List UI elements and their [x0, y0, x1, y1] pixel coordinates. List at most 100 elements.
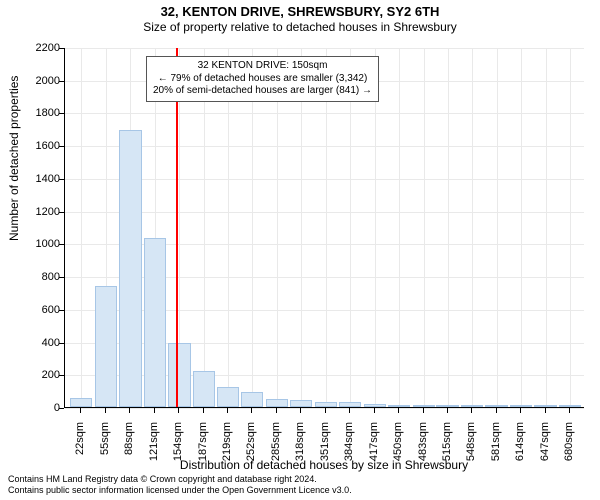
- gridline-vertical: [350, 48, 351, 407]
- xtick-label: 483sqm: [417, 422, 429, 462]
- gridline-horizontal: [65, 212, 584, 213]
- histogram-bar: [119, 130, 141, 407]
- xtick-mark: [520, 408, 521, 413]
- xtick-label: 219sqm: [221, 422, 233, 462]
- xtick-label: 121sqm: [148, 422, 160, 462]
- xtick-label: 614sqm: [514, 422, 526, 462]
- histogram-bar: [534, 405, 556, 407]
- xtick-label: 252sqm: [245, 422, 257, 462]
- histogram-bar: [364, 404, 386, 407]
- ytick-label: 1800: [10, 107, 60, 119]
- xtick-mark: [447, 408, 448, 413]
- gridline-vertical: [448, 48, 449, 407]
- gridline-vertical: [252, 48, 253, 407]
- xtick-mark: [569, 408, 570, 413]
- histogram-bar: [193, 371, 215, 407]
- ytick-label: 1400: [10, 173, 60, 185]
- histogram-bar: [70, 398, 92, 407]
- plot-area: [64, 48, 584, 408]
- xtick-label: 384sqm: [343, 422, 355, 462]
- gridline-vertical: [424, 48, 425, 407]
- ytick-label: 200: [10, 369, 60, 381]
- annotation-line: ← 79% of detached houses are smaller (3,…: [153, 73, 372, 86]
- xtick-label: 318sqm: [294, 422, 306, 462]
- gridline-vertical: [570, 48, 571, 407]
- histogram-bar: [95, 286, 117, 407]
- xtick-mark: [203, 408, 204, 413]
- gridline-horizontal: [65, 48, 584, 49]
- xtick-label: 515sqm: [441, 422, 453, 462]
- xtick-label: 22sqm: [74, 422, 86, 462]
- xtick-label: 450sqm: [392, 422, 404, 462]
- xtick-mark: [227, 408, 228, 413]
- footer: Contains HM Land Registry data © Crown c…: [8, 474, 352, 497]
- xtick-mark: [178, 408, 179, 413]
- histogram-bar: [559, 405, 581, 407]
- gridline-vertical: [204, 48, 205, 407]
- ytick-label: 1000: [10, 238, 60, 250]
- xtick-mark: [105, 408, 106, 413]
- gridline-vertical: [399, 48, 400, 407]
- xtick-mark: [129, 408, 130, 413]
- ytick-label: 1600: [10, 140, 60, 152]
- gridline-vertical: [228, 48, 229, 407]
- xtick-mark: [496, 408, 497, 413]
- xtick-mark: [423, 408, 424, 413]
- xtick-label: 88sqm: [123, 422, 135, 462]
- footer-line: Contains HM Land Registry data © Crown c…: [8, 474, 352, 485]
- histogram-bar: [436, 405, 458, 407]
- annotation-line: 32 KENTON DRIVE: 150sqm: [153, 60, 372, 73]
- xtick-label: 154sqm: [172, 422, 184, 462]
- xtick-mark: [276, 408, 277, 413]
- xtick-label: 581sqm: [490, 422, 502, 462]
- histogram-bar: [217, 387, 239, 407]
- xtick-mark: [251, 408, 252, 413]
- xtick-mark: [325, 408, 326, 413]
- xtick-label: 55sqm: [99, 422, 111, 462]
- histogram-bar: [168, 343, 190, 407]
- xtick-mark: [154, 408, 155, 413]
- ytick-label: 800: [10, 271, 60, 283]
- histogram-bar: [266, 399, 288, 407]
- xtick-label: 548sqm: [465, 422, 477, 462]
- gridline-vertical: [301, 48, 302, 407]
- ytick-label: 1200: [10, 206, 60, 218]
- xtick-mark: [471, 408, 472, 413]
- xtick-mark: [374, 408, 375, 413]
- histogram-bar: [461, 405, 483, 407]
- xtick-label: 187sqm: [197, 422, 209, 462]
- gridline-horizontal: [65, 179, 584, 180]
- histogram-bar: [485, 405, 507, 407]
- histogram-bar: [413, 405, 435, 407]
- xtick-label: 285sqm: [270, 422, 282, 462]
- histogram-bar: [144, 238, 166, 407]
- xtick-mark: [545, 408, 546, 413]
- histogram-bar: [290, 400, 312, 407]
- ytick-label: 0: [10, 402, 60, 414]
- chart-container: { "header": { "title": "32, KENTON DRIVE…: [0, 0, 600, 500]
- gridline-horizontal: [65, 146, 584, 147]
- xtick-mark: [300, 408, 301, 413]
- chart-title: 32, KENTON DRIVE, SHREWSBURY, SY2 6TH: [0, 0, 600, 20]
- footer-line: Contains public sector information licen…: [8, 485, 352, 496]
- histogram-bar: [339, 402, 361, 407]
- annotation-line: 20% of semi-detached houses are larger (…: [153, 85, 372, 98]
- annotation-box: 32 KENTON DRIVE: 150sqm ← 79% of detache…: [146, 56, 379, 102]
- gridline-vertical: [375, 48, 376, 407]
- histogram-bar: [388, 405, 410, 407]
- highlight-line: [176, 48, 178, 407]
- gridline-vertical: [497, 48, 498, 407]
- xtick-label: 680sqm: [563, 422, 575, 462]
- gridline-horizontal: [65, 113, 584, 114]
- gridline-vertical: [81, 48, 82, 407]
- histogram-bar: [315, 402, 337, 407]
- histogram-bar: [510, 405, 532, 407]
- xtick-label: 351sqm: [319, 422, 331, 462]
- ytick-label: 2200: [10, 42, 60, 54]
- ytick-label: 2000: [10, 75, 60, 87]
- gridline-vertical: [521, 48, 522, 407]
- gridline-vertical: [472, 48, 473, 407]
- gridline-vertical: [326, 48, 327, 407]
- chart-subtitle: Size of property relative to detached ho…: [0, 20, 600, 34]
- gridline-vertical: [546, 48, 547, 407]
